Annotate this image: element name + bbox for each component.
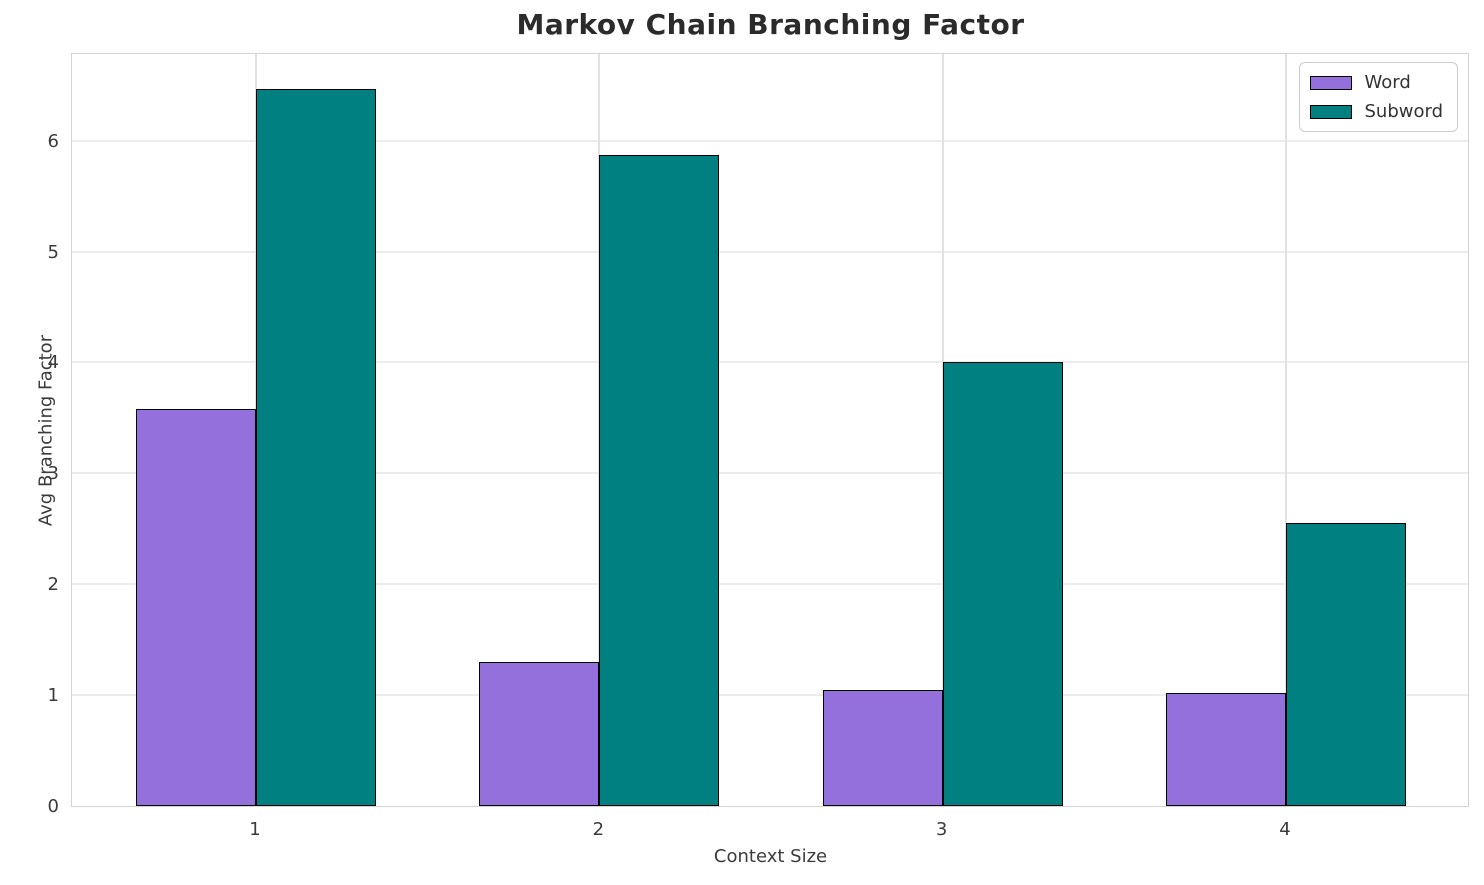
x-tick-2: 2 [592, 819, 605, 840]
bar-subword-context-1 [256, 88, 376, 806]
bar-subword-context-2 [599, 155, 720, 806]
bar-word-context-1 [136, 409, 256, 806]
y-tick-2: 2 [47, 574, 59, 596]
x-axis-label: Context Size [713, 846, 828, 867]
x-tick-1: 1 [249, 819, 261, 840]
gridline-horizontal [72, 472, 1468, 475]
plot-area [71, 53, 1469, 807]
bar-subword-context-4 [1285, 523, 1406, 806]
legend-swatch-subword [1310, 104, 1353, 119]
chart-title: Markov Chain Branching Factor [516, 8, 1025, 41]
gridline-horizontal [72, 694, 1468, 697]
legend-swatch-word [1310, 75, 1353, 90]
y-tick-3: 3 [47, 463, 59, 485]
x-tick-3: 3 [935, 819, 948, 840]
legend-label-subword: Subword [1364, 101, 1443, 122]
x-tick-4: 4 [1279, 819, 1291, 840]
legend-item-subword: Subword [1310, 101, 1443, 122]
bar-word-context-3 [822, 689, 943, 806]
bar-word-context-4 [1165, 692, 1286, 806]
legend-item-word: Word [1310, 72, 1443, 93]
bar-subword-context-3 [942, 362, 1063, 806]
gridline-horizontal [72, 250, 1468, 253]
bar-word-context-2 [479, 661, 600, 806]
legend: Word Subword [1299, 62, 1458, 132]
y-tick-1: 1 [47, 685, 59, 707]
legend-label-word: Word [1364, 72, 1411, 93]
y-tick-6: 6 [47, 130, 59, 152]
y-tick-0: 0 [47, 796, 59, 817]
y-tick-4: 4 [47, 352, 59, 374]
gridline-horizontal [72, 361, 1468, 364]
gridline-vertical [1284, 54, 1287, 806]
gridline-horizontal [72, 583, 1468, 586]
gridline-horizontal [72, 139, 1468, 142]
y-tick-5: 5 [47, 241, 59, 263]
